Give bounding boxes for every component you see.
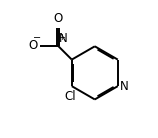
Text: Cl: Cl: [64, 90, 76, 103]
Text: +: +: [58, 33, 65, 42]
Text: O: O: [29, 39, 38, 52]
Text: −: −: [33, 33, 41, 43]
Text: N: N: [58, 32, 67, 45]
Text: O: O: [53, 12, 63, 25]
Text: N: N: [120, 80, 129, 93]
